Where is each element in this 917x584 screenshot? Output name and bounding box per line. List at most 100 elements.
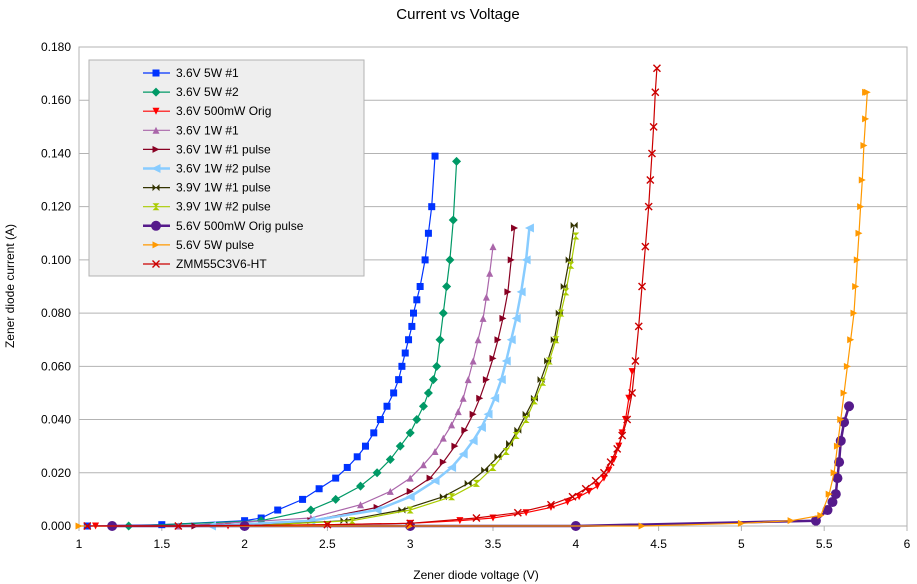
series-11-point	[628, 388, 637, 397]
series-11-point	[323, 520, 332, 529]
series-2-point	[405, 428, 415, 438]
series-2-point	[395, 441, 405, 451]
series-11-point	[644, 202, 653, 211]
legend-swatch-marker	[151, 87, 161, 97]
series-2-point	[331, 494, 341, 504]
series-4-point	[406, 474, 414, 482]
series-9-point	[827, 497, 838, 508]
legend-swatch-marker	[152, 203, 160, 211]
series-1-point	[398, 362, 406, 370]
series-8-point	[472, 479, 480, 487]
series-6-point	[521, 255, 531, 265]
series-6-point	[483, 409, 493, 419]
series-1-point	[376, 416, 384, 424]
series-1-point	[413, 296, 421, 304]
series-9-point	[834, 457, 845, 468]
series-4-point	[386, 487, 394, 495]
series-11-point	[618, 431, 627, 440]
x-tick-label: 4	[572, 537, 579, 551]
series-7-point	[481, 466, 489, 474]
series-10-point	[737, 519, 745, 527]
series-8-point	[572, 232, 580, 240]
series-5-point	[511, 224, 519, 232]
series-1-point	[361, 442, 369, 450]
series-6-point	[405, 492, 415, 502]
series-8-point	[530, 397, 538, 405]
legend-swatch-marker	[152, 69, 160, 77]
series-10-point	[850, 309, 858, 317]
series-10-point	[830, 469, 838, 477]
series-8-point	[545, 357, 553, 365]
series-3-point	[625, 394, 633, 402]
series-7-line	[244, 225, 575, 527]
series-8-point	[567, 261, 575, 269]
x-tick-label: 1.5	[153, 537, 170, 551]
series-1-point	[299, 495, 307, 503]
series-2-point	[442, 282, 452, 291]
legend-swatch-marker	[152, 145, 160, 153]
series-7-point	[506, 440, 514, 448]
legend-swatch-marker	[152, 241, 160, 249]
series-8-line	[244, 235, 577, 527]
series-6-point	[511, 313, 521, 323]
series-4-point	[459, 394, 467, 402]
x-tick-label: 5.5	[816, 537, 833, 551]
series-6-point	[447, 462, 457, 472]
series-2-point	[418, 401, 428, 411]
series-1-point	[428, 203, 436, 211]
series-7-point	[570, 221, 578, 229]
series-2-point	[306, 505, 316, 515]
series-10-point	[825, 490, 833, 498]
series-11-point	[641, 242, 650, 251]
series-5-point	[469, 410, 477, 418]
series-4-point	[479, 314, 487, 322]
x-tick-label: 1	[76, 537, 83, 551]
series-1-point	[395, 376, 403, 384]
series-5-point	[482, 376, 490, 384]
legend-swatch-marker	[152, 107, 160, 115]
series-10-point	[833, 442, 841, 450]
series-11-point	[472, 514, 481, 523]
series-1-point	[315, 485, 323, 493]
y-tick-label: 0.160	[41, 93, 71, 107]
series-4-point	[419, 461, 427, 469]
series-5-point	[439, 458, 447, 466]
series-3-point	[628, 368, 636, 376]
x-axis-label: Zener diode voltage (V)	[413, 568, 538, 582]
series-5-point	[494, 336, 502, 344]
series-2	[124, 156, 462, 531]
series-11-point	[546, 500, 555, 509]
series-9	[107, 401, 855, 531]
series-7-point	[514, 426, 522, 434]
series-2-point	[452, 156, 462, 166]
y-tick-label: 0.120	[41, 200, 71, 214]
series-2-point	[385, 454, 395, 464]
series-11-point	[406, 519, 415, 528]
series-1-point	[332, 474, 340, 482]
series-10-point	[787, 517, 795, 525]
series-5-point	[451, 442, 459, 450]
series-5-point	[476, 394, 484, 402]
series-5-point	[489, 354, 497, 362]
series-10-point	[858, 176, 866, 184]
y-axis-label: Zener diode current (A)	[3, 224, 17, 348]
series-10-point	[862, 88, 870, 96]
series-6-point	[372, 505, 382, 515]
series-6-point	[516, 287, 526, 297]
series-1-point	[370, 429, 378, 437]
series-8-point	[406, 506, 414, 514]
series-11-point	[634, 322, 643, 331]
legend-label: 5.6V 500mW Orig pulse	[176, 219, 304, 233]
legend-label: 3.9V 1W #1 pulse	[176, 181, 271, 195]
series-1-point	[353, 453, 361, 461]
series-8	[241, 232, 580, 530]
series-10-point	[855, 229, 863, 237]
legend-label: 3.9V 1W #2 pulse	[176, 200, 271, 214]
series-4-point	[482, 293, 490, 301]
series-11-point	[613, 444, 622, 453]
series-10-point	[860, 141, 868, 149]
legend-swatch-marker	[152, 260, 160, 268]
series-11	[83, 64, 661, 530]
series-11-point	[652, 64, 661, 73]
series-2-point	[448, 215, 458, 225]
